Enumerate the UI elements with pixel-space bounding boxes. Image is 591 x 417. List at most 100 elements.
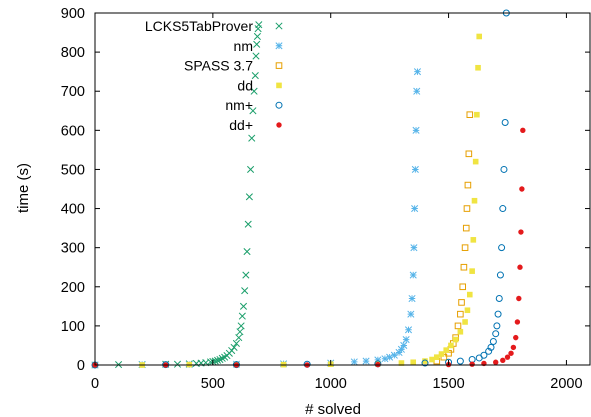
data-point [414, 68, 420, 74]
data-point [464, 206, 470, 212]
data-point [515, 319, 520, 324]
data-point [463, 225, 469, 231]
data-point [256, 22, 262, 28]
data-point [236, 334, 242, 340]
data-layer [92, 10, 526, 368]
y-tick-label: 100 [61, 319, 85, 335]
data-point [471, 237, 477, 243]
data-point [467, 112, 473, 118]
data-point [240, 303, 246, 309]
y-tick-label: 600 [61, 123, 85, 139]
data-point [474, 112, 480, 118]
data-point [351, 359, 357, 365]
data-point [254, 33, 260, 39]
data-point [460, 284, 466, 290]
data-point [408, 311, 414, 317]
plot-frame [95, 13, 590, 365]
data-point [500, 206, 506, 212]
data-point [455, 323, 461, 329]
y-tick-label: 400 [61, 202, 85, 218]
data-point [508, 351, 513, 356]
data-point [493, 360, 498, 365]
data-point [244, 248, 250, 254]
y-tick-label: 500 [61, 162, 85, 178]
data-point [245, 221, 251, 227]
y-tick-label: 800 [61, 45, 85, 61]
data-point [458, 329, 464, 335]
data-point [239, 313, 245, 319]
x-tick-label: 2000 [550, 376, 582, 392]
data-point [401, 342, 407, 348]
legend-marker [276, 122, 281, 127]
y-tick-label: 0 [77, 358, 85, 374]
axes-layer: 0 500 1000 1500 2000 0 100 200 300 400 500 600 700 80… [61, 6, 590, 392]
data-point [499, 245, 505, 251]
data-point [238, 323, 244, 329]
data-point [501, 166, 507, 172]
x-tick-label: 1500 [432, 376, 464, 392]
data-point [237, 329, 243, 335]
data-point [405, 327, 411, 333]
data-point [465, 182, 471, 188]
data-point [519, 186, 524, 191]
data-point [502, 120, 508, 126]
data-point [252, 72, 258, 78]
series-4 [92, 10, 509, 368]
data-point [249, 135, 255, 141]
data-point [412, 166, 418, 172]
data-point [458, 311, 464, 317]
data-point [496, 296, 502, 302]
y-axis-title: time (s) [15, 163, 32, 213]
data-point [253, 53, 259, 59]
x-axis-title: # solved [305, 401, 361, 417]
data-point [469, 362, 474, 367]
data-point [520, 128, 525, 133]
data-point [459, 300, 465, 306]
y-tick-label: 900 [61, 6, 85, 22]
legend-marker [276, 83, 282, 89]
data-point [457, 358, 463, 364]
data-point [448, 343, 454, 349]
data-point [518, 229, 523, 234]
legend: LCKS5TabProver nm SPASS 3.7 dd nm+ dd+ [145, 18, 282, 133]
data-point [476, 34, 482, 40]
data-point [254, 41, 260, 47]
data-point [246, 194, 252, 200]
data-point [466, 151, 472, 157]
legend-label: SPASS 3.7 [184, 58, 253, 74]
data-point [494, 323, 500, 329]
data-point [403, 336, 409, 342]
legend-label: nm [234, 38, 253, 54]
data-point [241, 287, 247, 293]
data-point [475, 65, 481, 71]
data-point [462, 319, 468, 325]
data-point [414, 88, 420, 94]
legend-label: dd [237, 77, 253, 93]
y-tick-label: 700 [61, 84, 85, 100]
data-point [473, 159, 479, 165]
data-point [174, 361, 180, 367]
data-point [495, 311, 501, 317]
data-point [453, 337, 459, 343]
data-point [247, 166, 253, 172]
data-point [409, 295, 415, 301]
legend-label: nm+ [225, 97, 253, 113]
data-point [467, 292, 473, 298]
series-3 [92, 34, 482, 368]
y-tick-label: 300 [61, 241, 85, 257]
legend-marker [276, 43, 282, 49]
y-tick-label: 200 [61, 280, 85, 296]
data-point [516, 296, 521, 301]
data-point [243, 272, 249, 278]
data-point [410, 359, 416, 365]
data-point [363, 358, 369, 364]
data-point [413, 127, 419, 133]
x-tick-label: 1000 [315, 376, 347, 392]
legend-marker [276, 63, 282, 69]
data-point [517, 265, 522, 270]
data-point [469, 268, 475, 274]
data-point [411, 205, 417, 211]
data-point [490, 339, 496, 345]
data-point [410, 272, 416, 278]
